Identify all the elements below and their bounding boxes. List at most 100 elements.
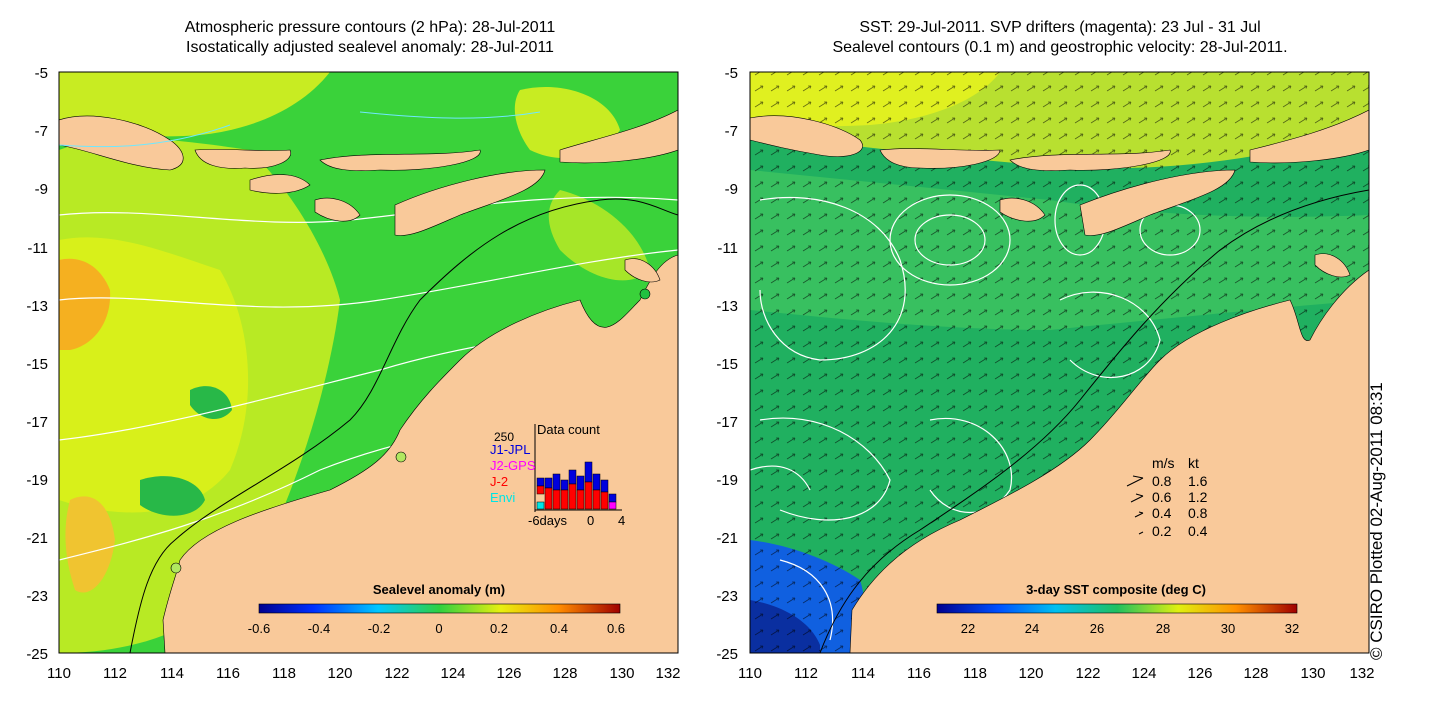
y-tick-label: -15 [26, 356, 48, 373]
y-tick-label: -19 [26, 472, 48, 489]
right-map-frame [749, 71, 1370, 654]
velocity-key: m/s kt 0.8 1.6 0.6 1.2 0.4 0.8 0.2 0.4 [1126, 455, 1208, 539]
right-colorbar-tick: 26 [1090, 621, 1104, 636]
right-colorbar-label: 3-day SST composite (deg C) [1026, 582, 1206, 597]
right-colorbar-ticks: 22 24 26 28 30 32 [961, 621, 1299, 636]
data-count-inset: Data count 250 J1-JPL J2-GPS J-2 Envi -6… [490, 422, 625, 528]
right-colorbar-tick: 30 [1221, 621, 1235, 636]
sealevel-contours [750, 184, 1201, 641]
right-title-line2: Sealevel contours (0.1 m) and geostrophi… [832, 39, 1288, 56]
right-shelf-contour [819, 189, 1369, 653]
y-tick-label: -23 [716, 588, 738, 605]
x-tick-label: 126 [496, 665, 521, 682]
x-tick-label: 128 [1243, 665, 1268, 682]
islands [59, 109, 678, 283]
anomaly-east-yellow [548, 190, 650, 281]
y-tick-label: -13 [26, 298, 48, 315]
inset-axis-mid: 0 [587, 513, 594, 528]
left-colorbar-ticks: -0.6 -0.4 -0.2 0 0.2 0.4 0.6 [248, 621, 625, 636]
velocity-key-kt: 1.2 [1188, 489, 1208, 505]
x-tick-label: 118 [963, 665, 987, 682]
y-tick-label: -13 [716, 298, 738, 315]
velocity-key-header-kt: kt [1188, 455, 1199, 471]
left-map-frame [58, 71, 679, 654]
y-tick-label: -21 [26, 530, 48, 547]
right-colorbar-tick: 24 [1025, 621, 1039, 636]
left-colorbar-tick: 0.4 [550, 621, 568, 636]
y-tick-label: -19 [716, 472, 738, 489]
x-tick-label: 124 [440, 665, 465, 682]
left-colorbar-ramp [258, 603, 621, 614]
velocity-key-arrow [1126, 475, 1144, 487]
y-tick-label: -15 [716, 356, 738, 373]
x-tick-label: 120 [327, 665, 352, 682]
left-colorbar-tick: 0 [435, 621, 442, 636]
x-tick-label: 114 [851, 665, 875, 682]
velocity-key-ms: 0.2 [1152, 523, 1172, 539]
y-tick-label: -25 [716, 646, 738, 663]
y-tick-label: -7 [725, 123, 738, 140]
x-tick-label: 128 [552, 665, 577, 682]
inset-axis-left: -6days [528, 513, 568, 528]
x-tick-label: 120 [1018, 665, 1043, 682]
left-colorbar-tick: -0.2 [368, 621, 390, 636]
y-tick-label: -7 [35, 123, 48, 140]
y-tick-label: -25 [26, 646, 48, 663]
inset-bars [536, 461, 617, 510]
inset-legend-j2: J2-GPS [490, 458, 536, 473]
y-tick-label: -17 [26, 414, 48, 431]
right-x-axis: 110 112 114 116 118 120 122 124 126 128 … [738, 665, 1374, 682]
y-tick-label: -11 [27, 240, 48, 257]
inset-legend-j2b: J-2 [490, 474, 508, 489]
x-tick-label: 130 [1300, 665, 1325, 682]
x-tick-label: 116 [216, 665, 240, 682]
right-australia-land [849, 269, 1369, 653]
inset-title: Data count [537, 422, 600, 437]
station-marker [639, 288, 651, 300]
velocity-key-ms: 0.4 [1152, 505, 1172, 521]
y-tick-label: -21 [716, 530, 738, 547]
station-marker [170, 562, 182, 574]
velocity-key-kt: 1.6 [1188, 473, 1208, 489]
inset-axis-right: 4 [618, 513, 625, 528]
x-tick-label: 112 [794, 665, 818, 682]
left-colorbar-tick: 0.2 [490, 621, 508, 636]
left-x-axis: 110 112 114 116 118 120 122 124 126 128 … [47, 665, 680, 682]
x-tick-label: 112 [103, 665, 127, 682]
y-tick-label: -23 [26, 588, 48, 605]
x-tick-label: 132 [1349, 665, 1374, 682]
velocity-key-arrow [1138, 531, 1144, 535]
left-colorbar-label: Sealevel anomaly (m) [373, 582, 505, 597]
y-tick-label: -5 [725, 65, 738, 82]
left-colorbar: Sealevel anomaly (m) -0.6 -0.4 -0.2 0 0.… [248, 582, 625, 636]
right-title-line1: SST: 29-Jul-2011. SVP drifters (magenta)… [859, 19, 1261, 36]
left-y-axis: -5 -7 -9 -11 -13 -15 -17 -19 -21 -23 -25 [26, 65, 48, 663]
x-tick-label: 110 [738, 665, 762, 682]
y-tick-label: -5 [35, 65, 48, 82]
velocity-key-ms: 0.8 [1152, 473, 1172, 489]
right-panel-title: SST: 29-Jul-2011. SVP drifters (magenta)… [740, 18, 1380, 58]
velocity-key-arrow [1134, 511, 1144, 518]
station-marker [395, 451, 407, 463]
x-tick-label: 122 [384, 665, 409, 682]
left-colorbar-tick: -0.4 [308, 621, 330, 636]
velocity-key-header-ms: m/s [1152, 455, 1175, 471]
x-tick-label: 124 [1131, 665, 1156, 682]
anomaly-north-yellow [59, 72, 330, 137]
satellite-track [59, 111, 541, 148]
inset-max-label: 250 [494, 430, 514, 444]
left-colorbar-tick: -0.6 [248, 621, 270, 636]
velocity-key-ms: 0.6 [1152, 489, 1172, 505]
x-tick-label: 118 [272, 665, 296, 682]
y-tick-label: -9 [35, 181, 48, 198]
y-tick-label: -11 [717, 240, 738, 257]
right-y-axis: -5 -7 -9 -11 -13 -15 -17 -19 -21 -23 -25 [716, 65, 738, 663]
anomaly-peak-region-2 [65, 496, 115, 593]
inset-legend-envi: Envi [490, 490, 515, 505]
anomaly-low-patch [140, 476, 205, 516]
y-tick-label: -9 [725, 181, 738, 198]
right-islands [750, 109, 1369, 278]
x-tick-label: 110 [47, 665, 71, 682]
left-title-line2: Isostatically adjusted sealevel anomaly:… [186, 39, 554, 56]
